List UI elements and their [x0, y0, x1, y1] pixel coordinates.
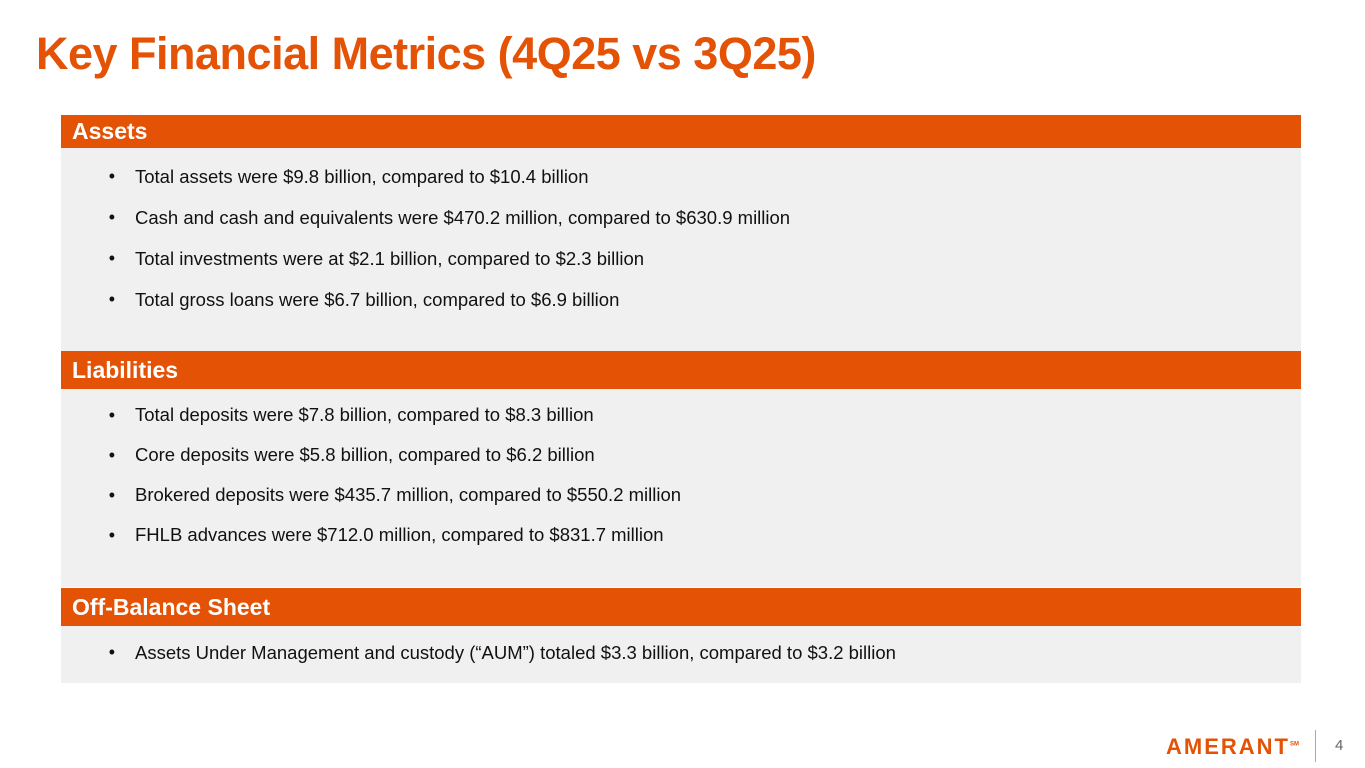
bullet-icon: •	[108, 642, 115, 662]
list-item: • Total gross loans were $6.7 billion, co…	[61, 279, 1301, 320]
bullet-icon: •	[108, 207, 115, 227]
list-item: • Total investments were at $2.1 billion,…	[61, 238, 1301, 279]
bullet-icon: •	[108, 484, 115, 505]
footer-divider	[1315, 730, 1316, 762]
section-off-balance-sheet: Off-Balance Sheet • Assets Under Manageme…	[61, 588, 1301, 683]
list-item: • FHLB advances were $712.0 million, comp…	[61, 515, 1301, 555]
list-item: • Total assets were $9.8 billion, compare…	[61, 156, 1301, 197]
bullet-icon: •	[108, 444, 115, 465]
bullet-icon: •	[108, 404, 115, 425]
list-item: • Core deposits were $5.8 billion, compar…	[61, 435, 1301, 475]
section-heading: Off-Balance Sheet	[61, 588, 1301, 626]
bullet-icon: •	[108, 524, 115, 545]
page-title: Key Financial Metrics (4Q25 vs 3Q25)	[36, 28, 816, 79]
bullet-icon: •	[108, 166, 115, 186]
bullet-icon: •	[108, 248, 115, 268]
list-item: • Cash and cash and equivalents were $470…	[61, 197, 1301, 238]
amerant-logo: AMERANTSM	[1166, 734, 1299, 759]
section-heading: Liabilities	[61, 351, 1301, 389]
bullet-icon: •	[108, 289, 115, 309]
section-assets: Assets • Total assets were $9.8 billion, …	[61, 115, 1301, 351]
page-number: 4	[1335, 737, 1344, 754]
list-item: • Brokered deposits were $435.7 million, …	[61, 475, 1301, 515]
list-item: • Assets Under Management and custody (“A…	[61, 632, 1301, 673]
list-item: • Total deposits were $7.8 billion, compa…	[61, 395, 1301, 435]
section-liabilities: Liabilities • Total deposits were $7.8 bi…	[61, 351, 1301, 587]
section-heading: Assets	[61, 115, 1301, 148]
